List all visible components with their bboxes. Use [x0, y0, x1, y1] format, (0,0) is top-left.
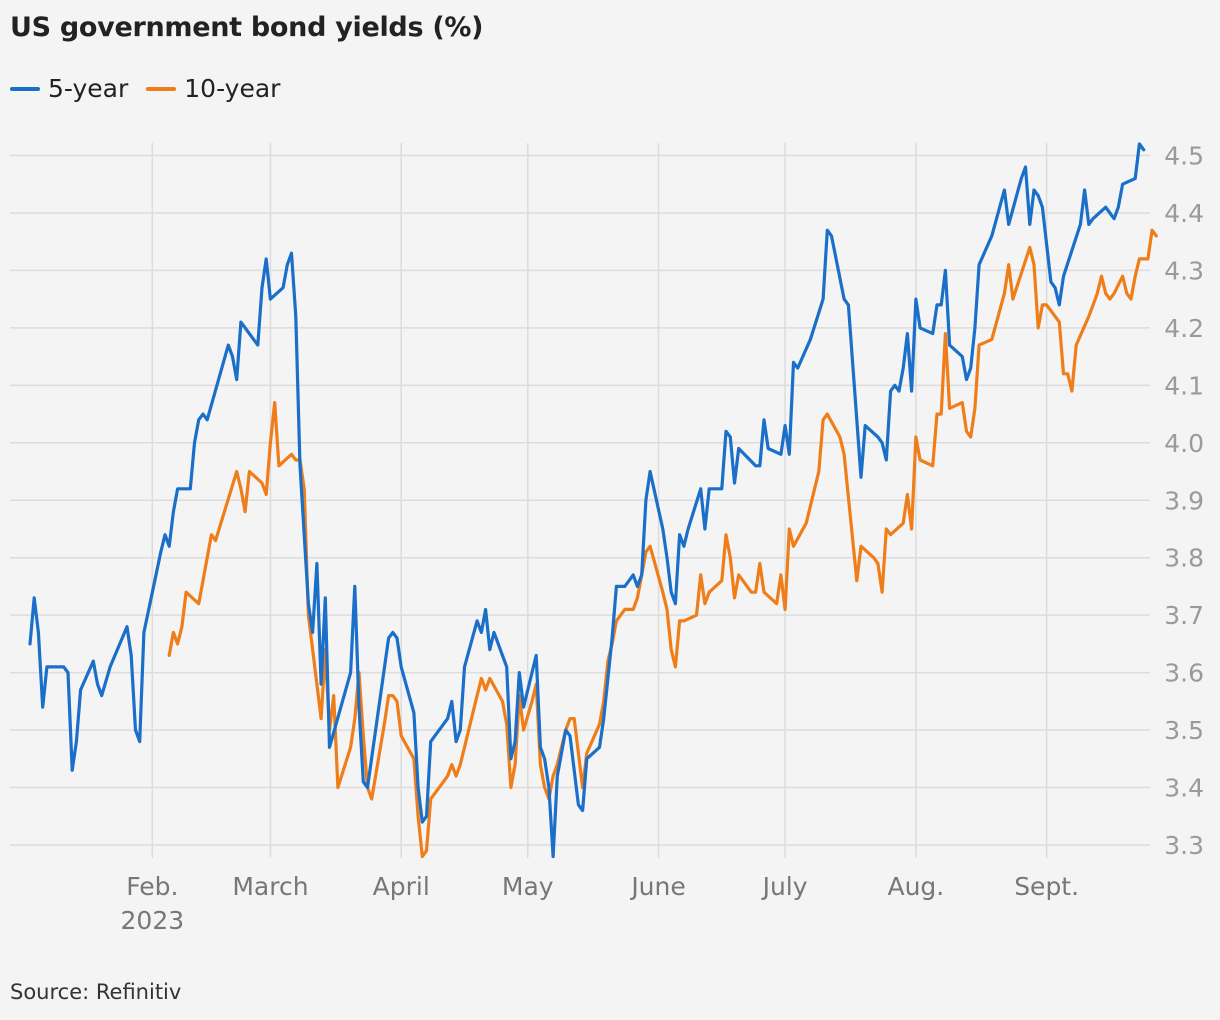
- y-tick-label: 3.9: [1164, 486, 1204, 515]
- x-tick-sublabel: 2023: [121, 906, 185, 935]
- chart-title: US government bond yields (%): [10, 12, 484, 43]
- legend-label-5-year: 5-year: [48, 74, 129, 103]
- y-tick-label: 4.3: [1164, 256, 1204, 285]
- series-line-10-year: [167, 228, 1158, 859]
- x-tick-label: Sept.: [1014, 872, 1079, 901]
- y-tick-label: 4.0: [1164, 429, 1204, 458]
- y-tick-label: 3.5: [1164, 716, 1204, 745]
- x-tick-label: Aug.: [887, 872, 944, 901]
- legend-item-5-year: 5-year: [10, 74, 128, 103]
- legend-swatch-10-year: [146, 86, 177, 91]
- legend: 5-year 10-year: [10, 74, 280, 103]
- x-tick-label: Feb.: [126, 872, 178, 901]
- series-line-5-year: [28, 142, 1146, 859]
- x-tick-label: July: [761, 872, 808, 901]
- y-tick-label: 3.8: [1164, 544, 1204, 573]
- y-tick-label: 3.3: [1164, 831, 1204, 860]
- legend-swatch-5-year: [10, 86, 40, 91]
- y-tick-label: 3.7: [1164, 601, 1204, 630]
- x-tick-label: March: [232, 872, 308, 901]
- y-tick-label: 3.4: [1164, 774, 1204, 803]
- source-note: Source: Refinitiv: [10, 980, 182, 1004]
- legend-label-10-year: 10-year: [184, 74, 281, 103]
- y-tick-label: 4.2: [1164, 314, 1204, 343]
- x-tick-label: May: [502, 872, 554, 901]
- line-chart: 3.3 3.4 3.5 3.6 3.7 3.8 3.9 4.0 4.1 4.2 4.3 4.4 4.5 F…: [10, 142, 1204, 935]
- x-tick-label: April: [373, 872, 430, 901]
- y-tick-label: 4.5: [1164, 142, 1204, 171]
- legend-item-10-year: 10-year: [146, 74, 280, 103]
- y-tick-label: 4.1: [1164, 371, 1204, 400]
- y-tick-label: 4.4: [1164, 199, 1204, 228]
- x-tick-label: June: [629, 872, 685, 901]
- y-tick-label: 3.6: [1164, 659, 1204, 688]
